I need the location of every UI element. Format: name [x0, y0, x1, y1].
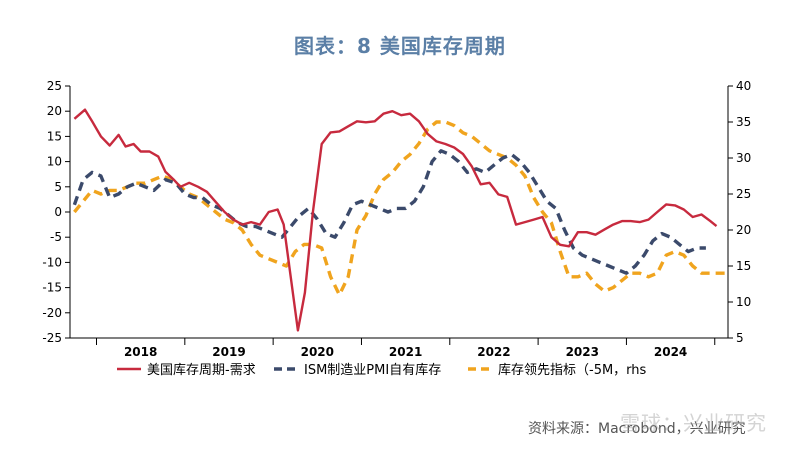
left-tick-label: 10 — [47, 155, 62, 169]
watermark: 雪球：兴业研究 — [620, 411, 767, 435]
left-tick-label: 25 — [47, 79, 62, 93]
left-tick-label: 5 — [54, 180, 62, 194]
left-tick-label: -10 — [42, 255, 62, 269]
right-tick-label: 20 — [736, 223, 751, 237]
right-tick-label: 25 — [736, 187, 751, 201]
right-tick-label: 10 — [736, 295, 751, 309]
left-tick-label: 0 — [54, 205, 62, 219]
left-tick-label: -5 — [50, 230, 62, 244]
x-tick-label: 2021 — [389, 345, 422, 359]
right-tick-label: 5 — [736, 331, 744, 345]
left-tick-label: -15 — [42, 281, 62, 295]
chart-title: 图表：8 美国库存周期 — [294, 34, 506, 58]
legend: 美国库存周期-需求 ISM制造业PMI自有库存 库存领先指标（-5M，rhs — [117, 362, 647, 378]
left-tick-label: 15 — [47, 129, 62, 143]
x-tick-label: 2020 — [301, 345, 334, 359]
series-group — [72, 108, 728, 332]
x-tick-label: 2024 — [654, 345, 687, 359]
x-tick-label: 2018 — [124, 345, 157, 359]
left-tick-label: -20 — [42, 306, 62, 320]
x-tick-label: 2019 — [212, 345, 245, 359]
right-tick-label: 15 — [736, 259, 751, 273]
legend-label-3: 库存领先指标（-5M，rhs — [498, 362, 647, 378]
series-line-3 — [73, 120, 728, 297]
left-tick-label: 20 — [47, 104, 62, 118]
x-tick-label: 2022 — [477, 345, 510, 359]
right-tick-label: 40 — [736, 79, 751, 93]
right-tick-label: 30 — [736, 151, 751, 165]
x-tick-label: 2023 — [566, 345, 599, 359]
legend-label-1: 美国库存周期-需求 — [147, 362, 256, 378]
series-line-1 — [73, 108, 718, 332]
axes: 25 20 15 10 5 0 -5 -10 -15 -20 -25 40 35 30 25 20 15 10 5 2… — [42, 79, 751, 359]
left-tick-label: -25 — [42, 331, 62, 345]
series-line-2 — [72, 149, 706, 275]
source-note: 资料来源：Macrobond，兴业研究 — [528, 421, 746, 437]
right-tick-label: 35 — [736, 115, 751, 129]
legend-label-2: ISM制造业PMI自有库存 — [304, 362, 441, 378]
